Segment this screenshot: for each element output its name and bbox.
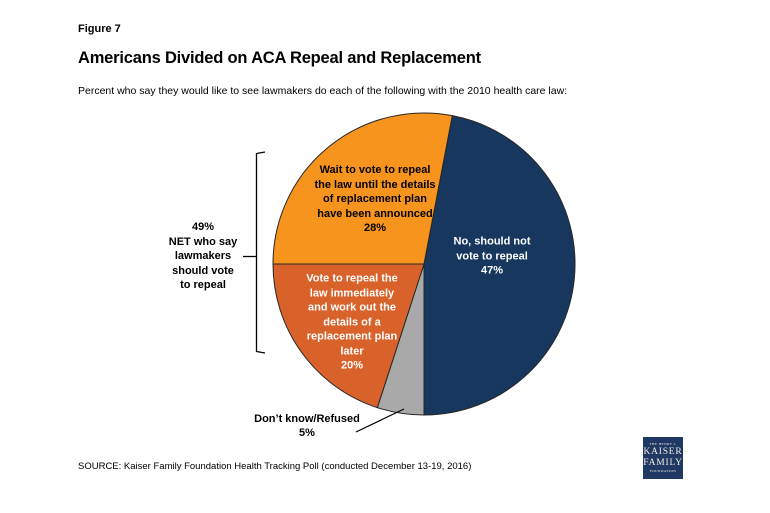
kff-logo-line3: FAMILY	[643, 457, 683, 468]
pie-slices	[272, 112, 576, 416]
pie-slice-wait-to-vote	[272, 112, 453, 265]
kff-logo-line2: KAISER	[643, 447, 683, 457]
kff-logo: THE HENRY J. KAISER FAMILY FOUNDATION	[643, 437, 683, 479]
pie-slice-no-repeal	[423, 115, 576, 416]
figure-label: Figure 7	[78, 23, 121, 35]
pie-slice-repeal-immediately	[272, 263, 425, 409]
dont-know-leader-line	[355, 408, 405, 433]
source-note: SOURCE: Kaiser Family Foundation Health …	[78, 461, 472, 472]
page-title: Americans Divided on ACA Repeal and Repl…	[78, 49, 481, 67]
net-bracket	[255, 151, 266, 354]
kff-logo-line4: FOUNDATION	[649, 468, 677, 473]
kff-logo-line1: THE HENRY J.	[649, 442, 677, 446]
page-subtitle: Percent who say they would like to see l…	[78, 85, 568, 97]
